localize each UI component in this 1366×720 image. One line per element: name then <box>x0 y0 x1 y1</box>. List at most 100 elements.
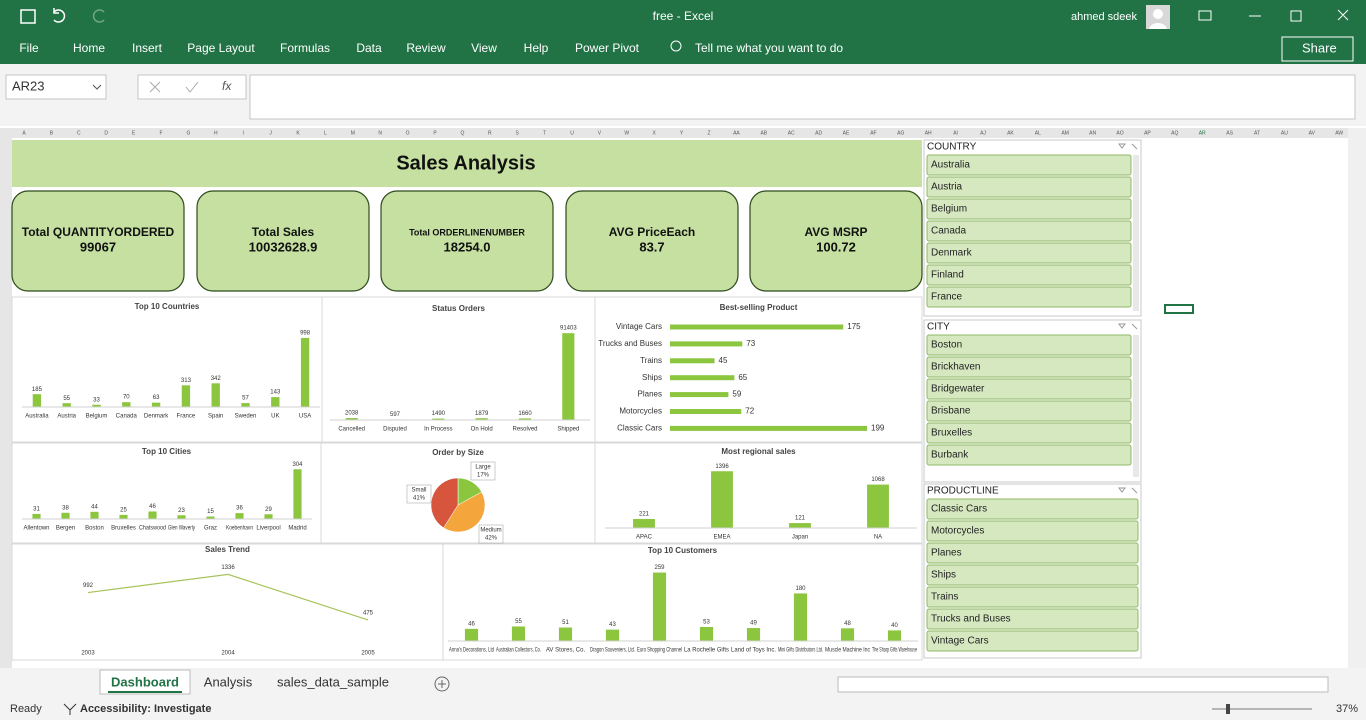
vertical-scrollbar[interactable] <box>1348 128 1366 668</box>
pie-callout <box>470 461 496 481</box>
category-label: Cancelled <box>338 427 365 433</box>
category-label: Trains <box>640 356 662 365</box>
category-label: Resolved <box>512 427 537 433</box>
category-label: Vintage Cars <box>616 322 662 331</box>
slicer-item[interactable] <box>926 220 1132 242</box>
ribbon-tab[interactable]: Page Layout <box>187 41 255 55</box>
slicer-scrollbar[interactable] <box>1133 155 1139 311</box>
chart-panel[interactable] <box>11 442 322 544</box>
kpi-value: 10032628.9 <box>249 239 318 254</box>
bar <box>670 409 742 414</box>
category-label: Japan <box>792 535 808 541</box>
share-button[interactable] <box>1281 36 1354 62</box>
slicer-scrollbar[interactable] <box>1133 335 1139 477</box>
category-label: Shipped <box>557 427 579 433</box>
ribbon-tab[interactable]: Formulas <box>280 41 330 55</box>
chart-panel[interactable] <box>442 543 923 661</box>
slicer-item[interactable] <box>926 422 1132 444</box>
slicer-item[interactable] <box>926 154 1132 176</box>
bar <box>235 513 244 519</box>
category-label: The Sharp Gifts Warehouse <box>872 648 917 654</box>
slicer-clear-icons[interactable] <box>1118 143 1138 150</box>
slicer-item[interactable] <box>926 564 1139 586</box>
ribbon-tab[interactable]: Insert <box>132 41 163 55</box>
window-controls[interactable] <box>1198 9 1349 22</box>
zoom-thumb[interactable] <box>1226 704 1230 714</box>
selected-cell[interactable] <box>1164 304 1194 314</box>
slicer-item[interactable] <box>926 630 1139 652</box>
category-label: Mini Gifts Distributors Ltd. <box>778 648 823 654</box>
add-sheet[interactable] <box>434 676 450 692</box>
slicer-item[interactable] <box>926 444 1132 466</box>
bar <box>511 626 526 641</box>
slicer-item[interactable] <box>926 264 1132 286</box>
cancel-icon[interactable] <box>149 81 161 93</box>
ribbon-tab[interactable]: Power Pivot <box>575 41 640 55</box>
slicer-clear-icons[interactable] <box>1118 323 1138 330</box>
sheet-tab[interactable]: Dashboard <box>111 674 179 689</box>
category-label: Chatswood <box>139 526 166 532</box>
enter-icon[interactable] <box>185 81 199 93</box>
chart-panel[interactable] <box>11 296 323 443</box>
ribbon-tab[interactable]: Home <box>73 41 105 55</box>
data-label: 40 <box>891 623 898 629</box>
ribbon-tab[interactable]: Review <box>406 41 446 55</box>
share-label[interactable]: Share <box>1302 40 1337 55</box>
category-label: Bergen <box>56 526 75 532</box>
slicer-item[interactable] <box>926 498 1139 520</box>
ribbon-tab[interactable]: View <box>471 41 497 55</box>
slicer-clear-icons[interactable] <box>1118 487 1138 494</box>
ribbon-tab[interactable]: File <box>19 41 39 55</box>
zoom-level[interactable]: 37% <box>1336 703 1358 715</box>
save-icon[interactable] <box>20 9 36 24</box>
active-sheet-tab[interactable] <box>99 669 191 695</box>
undo-icon[interactable] <box>53 8 66 23</box>
bar <box>699 626 714 641</box>
status-accessibility[interactable]: Accessibility: Investigate <box>80 703 211 715</box>
slicer-item[interactable] <box>926 378 1132 400</box>
fx-button[interactable]: fx <box>222 79 232 93</box>
ribbon-tab[interactable]: Data <box>356 41 382 55</box>
data-label: 1660 <box>518 411 532 417</box>
slicer-item[interactable] <box>926 286 1132 308</box>
name-box[interactable] <box>5 74 107 100</box>
sheet-tab[interactable]: Analysis <box>204 674 253 689</box>
ribbon-tab[interactable]: Help <box>524 41 549 55</box>
chart-panel[interactable] <box>321 296 596 443</box>
category-label: Planes <box>638 390 662 399</box>
slicer-item[interactable] <box>926 242 1132 264</box>
slicer-item[interactable] <box>926 608 1139 630</box>
pie-category: Medium <box>480 528 501 534</box>
column-header: O <box>406 130 410 136</box>
chart-panel[interactable] <box>11 543 444 661</box>
bar <box>670 425 868 431</box>
category-label: On Hold <box>471 427 493 433</box>
column-header: AG <box>897 130 904 136</box>
chart-panel[interactable] <box>594 296 923 443</box>
bar <box>670 324 844 330</box>
data-label: 1336 <box>221 565 235 571</box>
data-label: 992 <box>83 583 94 589</box>
slicer-item[interactable] <box>926 400 1132 422</box>
data-label: 313 <box>181 378 192 384</box>
bar <box>151 402 161 407</box>
sheet-tab[interactable]: sales_data_sample <box>277 674 389 689</box>
data-label: 46 <box>149 504 156 510</box>
slicer-item[interactable] <box>926 542 1139 564</box>
slicer-item-label: Denmark <box>931 248 973 259</box>
slicer-item[interactable] <box>926 356 1132 378</box>
slicer-item[interactable] <box>926 334 1132 356</box>
bar <box>119 514 128 519</box>
kpi-card <box>11 190 185 292</box>
dropdown-icon[interactable] <box>92 84 102 90</box>
status-bar <box>0 698 1366 720</box>
column-header: L <box>324 130 327 136</box>
formula-input[interactable] <box>249 74 1356 120</box>
horizontal-scrollbar[interactable] <box>837 676 1329 693</box>
slicer-item[interactable] <box>926 520 1139 542</box>
column-header: AA <box>733 130 740 136</box>
slicer-item[interactable] <box>926 198 1132 220</box>
slicer-item[interactable] <box>926 176 1132 198</box>
tell-me[interactable]: Tell me what you want to do <box>695 41 843 55</box>
slicer-item[interactable] <box>926 586 1139 608</box>
